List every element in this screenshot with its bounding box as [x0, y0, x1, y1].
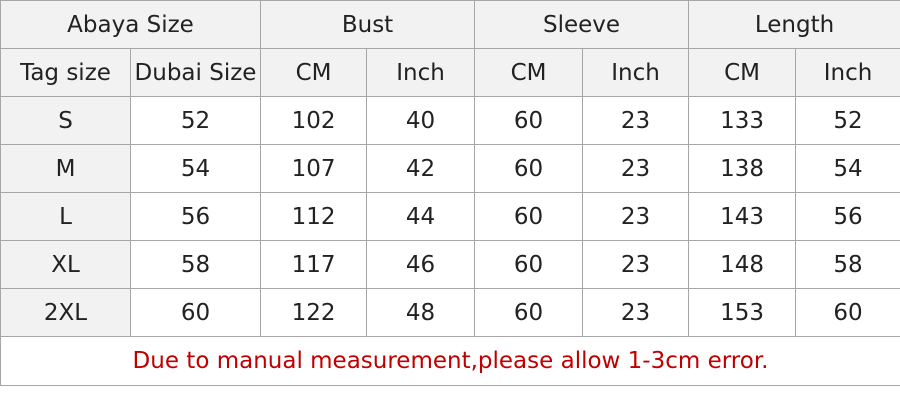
tag-size-cell: 2XL	[0, 288, 131, 337]
sub-header-cell: CM	[260, 48, 368, 97]
header-sleeve: Sleeve	[474, 0, 690, 49]
table-cell: 153	[688, 288, 797, 337]
table-cell: 60	[129, 288, 262, 337]
table-cell: 56	[129, 192, 262, 241]
header-length: Length	[688, 0, 900, 49]
table-row: XL 58 117 46 60 23 148 58	[0, 240, 900, 289]
table-cell: 54	[129, 144, 262, 193]
table-cell: 60	[474, 96, 584, 145]
table-cell: 56	[795, 192, 900, 241]
size-chart-table: Abaya Size Bust Sleeve Length Tag size Du…	[0, 0, 900, 386]
table-cell: 58	[795, 240, 900, 289]
table-cell: 48	[366, 288, 476, 337]
table-cell: 52	[129, 96, 262, 145]
table-cell: 40	[366, 96, 476, 145]
sub-header-cell: CM	[688, 48, 797, 97]
tag-size-cell: M	[0, 144, 131, 193]
sub-header-cell: Inch	[366, 48, 476, 97]
table-row: M 54 107 42 60 23 138 54	[0, 144, 900, 193]
table-cell: 46	[366, 240, 476, 289]
table-cell: 60	[474, 240, 584, 289]
table-row: L 56 112 44 60 23 143 56	[0, 192, 900, 241]
table-cell: 52	[795, 96, 900, 145]
table-cell: 138	[688, 144, 797, 193]
table-cell: 54	[795, 144, 900, 193]
table-cell: 58	[129, 240, 262, 289]
table-cell: 117	[260, 240, 368, 289]
table-cell: 23	[582, 192, 690, 241]
table-cell: 23	[582, 240, 690, 289]
tag-size-cell: S	[0, 96, 131, 145]
table-cell: 23	[582, 288, 690, 337]
table-row: 2XL 60 122 48 60 23 153 60	[0, 288, 900, 337]
table-cell: 60	[474, 192, 584, 241]
table-cell: 112	[260, 192, 368, 241]
table-cell: 42	[366, 144, 476, 193]
table-cell: 60	[474, 144, 584, 193]
tag-size-cell: L	[0, 192, 131, 241]
sub-header-cell: Inch	[795, 48, 900, 97]
header-bust: Bust	[260, 0, 476, 49]
table-cell: 107	[260, 144, 368, 193]
table-cell: 44	[366, 192, 476, 241]
sub-header-row: Tag size Dubai Size CM Inch CM Inch CM Inch	[0, 48, 900, 97]
header-abaya-size: Abaya Size	[0, 0, 262, 49]
sub-header-cell: Dubai Size	[129, 48, 262, 97]
sub-header-cell: CM	[474, 48, 584, 97]
table-cell: 148	[688, 240, 797, 289]
sub-header-cell: Inch	[582, 48, 690, 97]
sub-header-cell: Tag size	[0, 48, 131, 97]
table-cell: 60	[474, 288, 584, 337]
header-group-row: Abaya Size Bust Sleeve Length	[0, 0, 900, 49]
measurement-note: Due to manual measurement,please allow 1…	[0, 336, 900, 386]
table-cell: 102	[260, 96, 368, 145]
table-cell: 143	[688, 192, 797, 241]
table-row: S 52 102 40 60 23 133 52	[0, 96, 900, 145]
tag-size-cell: XL	[0, 240, 131, 289]
table-cell: 133	[688, 96, 797, 145]
table-cell: 23	[582, 144, 690, 193]
note-row: Due to manual measurement,please allow 1…	[0, 336, 900, 386]
table-cell: 60	[795, 288, 900, 337]
table-cell: 122	[260, 288, 368, 337]
table-cell: 23	[582, 96, 690, 145]
